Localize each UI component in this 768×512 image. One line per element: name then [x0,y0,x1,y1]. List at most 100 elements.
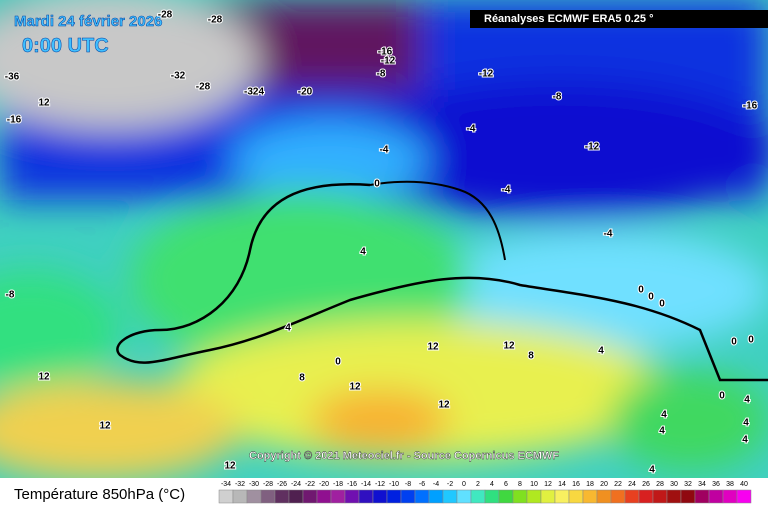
contour-label: 12 [38,98,50,109]
scale-tick-label: 40 [740,481,748,488]
contour-label: 12 [503,341,515,352]
scale-cell [582,489,598,504]
copyright: Copyright © 2021 Meteociel.fr - Source C… [249,450,559,462]
model-label: Réanalyses ECMWF ERA5 0.25 ° [484,13,653,25]
contour-label: -4 [604,229,613,240]
scale-tick-label: 32 [684,481,692,488]
scale-cell [260,489,276,504]
contour-label: 12 [38,372,50,383]
scale-cell [274,489,290,504]
scale-tick-label: -28 [263,481,273,488]
scale-tick-label: 34 [698,481,706,488]
contour-label: -28 [208,15,223,26]
scale-cell [526,489,542,504]
scale-tick-label: -20 [319,481,329,488]
scale-tick-label: -4 [433,481,439,488]
scale-cell [288,489,304,504]
scale-cell [736,489,752,504]
scale-tick-label: 8 [518,481,522,488]
scale-cell [596,489,612,504]
contour-label: 4 [744,395,750,406]
scale-tick-label: 30 [670,481,678,488]
contour-label: 4 [285,323,291,334]
scale-cell [694,489,710,504]
scale-cell [512,489,528,504]
scale-cell [484,489,500,504]
scale-tick-label: -26 [277,481,287,488]
scale-cell [554,489,570,504]
scale-cell [218,489,234,504]
contour-label: -12 [585,142,600,153]
contour-label: 0 [659,299,665,310]
scale-tick-label: 18 [586,481,594,488]
contour-label: -4 [467,124,476,135]
contour-label: -8 [377,69,386,80]
scale-cell [302,489,318,504]
scale-cell [316,489,332,504]
scale-tick-label: 28 [656,481,664,488]
scale-tick-label: -34 [221,481,231,488]
scale-tick-label: -16 [347,481,357,488]
scale-tick-label: 20 [600,481,608,488]
scale-cell [652,489,668,504]
scale-tick-label: -24 [291,481,301,488]
scale-cell [358,489,374,504]
contour-label: -4 [502,185,511,196]
scale-cell [470,489,486,504]
contour-label: 12 [349,382,361,393]
contour-label: -16 [743,101,758,112]
scale-tick-label: 4 [490,481,494,488]
contour-label: 4 [598,346,604,357]
contour-label: 0 [731,337,737,348]
contour-label: 12 [224,461,236,472]
scale-tick-label: -8 [405,481,411,488]
scale-tick-label: 16 [572,481,580,488]
scale-cell [540,489,556,504]
scale-cell [400,489,416,504]
contour-label: -12 [381,56,396,67]
scale-cell [624,489,640,504]
scale-cell [568,489,584,504]
scale-cell [442,489,458,504]
scale-tick-label: 14 [558,481,566,488]
contour-label: -16 [378,47,393,58]
scale-tick-label: 38 [726,481,734,488]
scale-tick-label: -6 [419,481,425,488]
scale-tick-label: 6 [504,481,508,488]
date: Mardi 24 février 2026 [14,13,162,30]
contour-label: 0 [719,391,725,402]
scale-tick-label: -12 [375,481,385,488]
contour-label: -8 [6,290,15,301]
scale-tick-label: 36 [712,481,720,488]
contour-label: 4 [659,426,665,437]
contour-label: 0 [748,335,754,346]
temperature-field [0,0,768,480]
scale-tick-label: 0 [462,481,466,488]
contour-label: 0 [374,179,380,190]
scale-tick-label: -32 [235,481,245,488]
contour-label: -324 [244,87,264,98]
contour-label: -8 [553,92,562,103]
scale-tick-label: 12 [544,481,552,488]
scale-cell [638,489,654,504]
scale-tick-label: -22 [305,481,315,488]
scale-cell [330,489,346,504]
scale-cell [372,489,388,504]
model-banner [470,10,768,28]
contour-label: -28 [158,10,173,21]
scale-cell [456,489,472,504]
contour-label: 0 [648,292,654,303]
contour-label: 12 [427,342,439,353]
scale-tick-label: 24 [628,481,636,488]
contour-label: -4 [380,145,389,156]
scale-cell [414,489,430,504]
contour-label: -12 [479,69,494,80]
contour-label: 0 [335,357,341,368]
scale-cell [722,489,738,504]
contour-label: 4 [743,418,749,429]
contour-label: 4 [742,435,748,446]
scale-cell [680,489,696,504]
time: 0:00 UTC [22,35,109,57]
scale-tick-label: -18 [333,481,343,488]
contour-label: 0 [638,285,644,296]
